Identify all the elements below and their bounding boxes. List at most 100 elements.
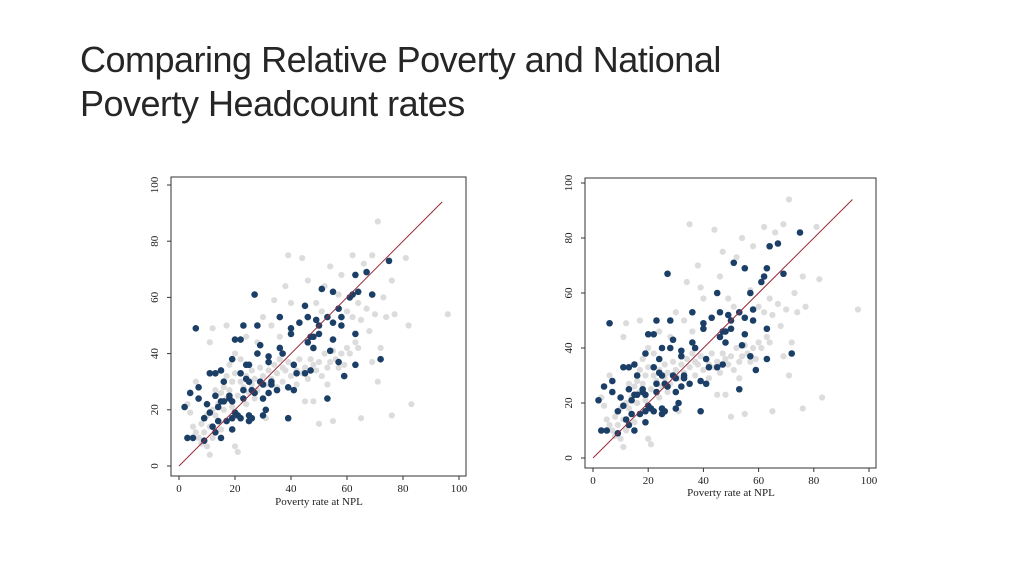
highlight-point <box>189 434 197 442</box>
highlight-point <box>658 344 666 352</box>
highlight-point <box>620 402 627 410</box>
background-point <box>802 303 809 310</box>
highlight-point <box>273 386 281 394</box>
highlight-point <box>240 322 247 329</box>
highlight-point <box>730 259 738 267</box>
highlight-point <box>318 285 326 293</box>
background-point <box>647 441 655 448</box>
background-point <box>631 383 638 390</box>
x-tick-label: 80 <box>808 475 820 487</box>
highlight-point <box>329 319 337 326</box>
highlight-point <box>689 339 696 346</box>
background-point <box>293 381 300 388</box>
highlight-point <box>200 414 208 422</box>
background-point <box>625 405 632 412</box>
background-point <box>722 355 729 363</box>
background-point <box>791 289 798 297</box>
background-point <box>777 322 784 330</box>
background-point <box>705 375 713 382</box>
background-point <box>669 358 677 365</box>
highlight-point <box>614 407 622 415</box>
background-point <box>774 300 782 308</box>
background-point <box>664 369 671 376</box>
background-point <box>730 303 737 310</box>
background-point <box>694 262 701 269</box>
highlight-point <box>741 314 749 322</box>
highlight-point <box>741 330 749 338</box>
background-point <box>374 378 381 385</box>
background-point <box>408 401 415 408</box>
highlight-point <box>644 330 652 338</box>
background-point <box>265 367 272 374</box>
highlight-point <box>312 316 320 324</box>
background-point <box>313 367 320 374</box>
highlight-point <box>228 414 236 422</box>
background-point <box>708 350 715 357</box>
x-tick-label: 20 <box>643 475 655 487</box>
background-point <box>772 229 779 236</box>
highlight-point <box>747 352 754 360</box>
background-point <box>661 361 668 368</box>
slide-title-line-2: Poverty Headcount rates <box>80 83 465 124</box>
background-point <box>818 394 826 401</box>
background-point <box>229 403 236 411</box>
background-point <box>711 226 718 233</box>
background-point <box>678 361 685 368</box>
background-point <box>357 316 365 323</box>
background-point <box>355 344 362 352</box>
background-point <box>600 402 608 409</box>
highlight-point <box>259 412 267 419</box>
highlight-point <box>284 414 292 422</box>
background-point <box>755 339 762 346</box>
highlight-point <box>340 372 348 380</box>
highlight-point <box>181 403 188 411</box>
highlight-point <box>666 317 674 324</box>
background-point <box>794 309 801 316</box>
background-point <box>259 372 267 380</box>
highlight-point <box>749 317 757 324</box>
background-point <box>716 369 724 376</box>
background-point <box>268 322 275 329</box>
background-point <box>349 313 356 321</box>
background-point <box>733 254 740 261</box>
background-point <box>761 223 768 231</box>
background-point <box>251 395 258 402</box>
highlight-point <box>653 380 660 388</box>
highlight-point <box>220 378 228 386</box>
y-tick-label: 20 <box>149 404 161 416</box>
highlight-point <box>675 399 682 407</box>
x-tick-label: 40 <box>286 483 298 495</box>
background-point <box>727 413 735 420</box>
highlight-point <box>724 311 732 319</box>
background-point <box>271 361 278 368</box>
background-point <box>755 303 762 310</box>
highlight-point <box>680 374 688 382</box>
y-tick-label: 60 <box>149 291 161 303</box>
highlight-point <box>326 347 334 355</box>
background-point <box>355 299 362 307</box>
background-point <box>656 328 663 335</box>
highlight-point <box>290 386 298 394</box>
highlight-point <box>245 361 253 369</box>
background-point <box>285 252 292 259</box>
background-point <box>738 234 746 242</box>
background-point <box>725 295 732 302</box>
highlight-point <box>747 289 754 297</box>
y-tick-label: 100 <box>563 174 575 191</box>
background-point <box>714 358 721 365</box>
highlight-point <box>217 367 225 374</box>
background-point <box>813 223 820 231</box>
highlight-point <box>763 264 771 272</box>
background-point <box>714 391 721 398</box>
highlight-point <box>702 380 710 388</box>
background-point <box>733 344 740 352</box>
highlight-point <box>661 407 669 415</box>
background-point <box>642 397 649 404</box>
background-point <box>785 372 793 379</box>
background-point <box>785 196 793 203</box>
highlight-point <box>307 367 314 374</box>
background-point <box>625 380 632 387</box>
highlight-point <box>212 369 219 377</box>
plot-frame <box>170 176 467 477</box>
background-point <box>700 295 707 302</box>
